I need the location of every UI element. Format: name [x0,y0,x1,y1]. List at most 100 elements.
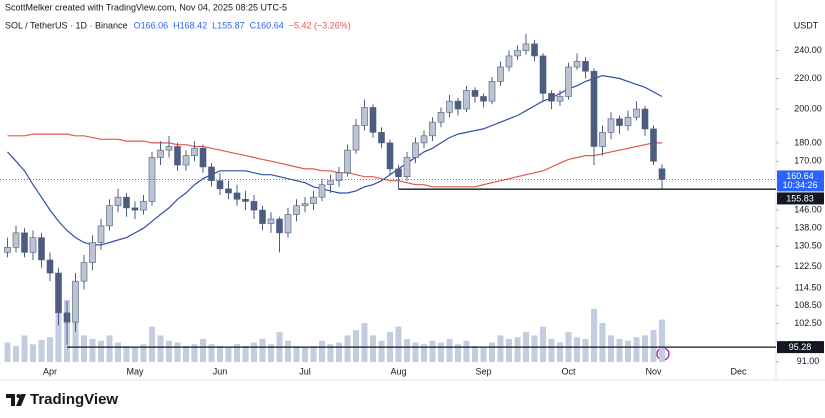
candle-body [148,157,156,202]
volume-bar [242,346,249,362]
volume-bar [548,338,555,362]
brand: TradingView [30,391,118,408]
candle [641,105,649,136]
candle-body [565,66,572,97]
candle [131,201,139,220]
candle-body [157,149,164,158]
candle-body [548,93,555,102]
volume-bar [361,323,368,362]
volume-bar [293,346,300,362]
level-box [777,192,824,205]
candle [488,77,496,105]
candle [199,144,207,173]
candle [140,195,147,215]
candle [361,99,368,131]
volume-bar [412,342,419,362]
volume-bar [259,338,266,362]
candle [480,93,487,108]
candle-body [4,247,11,253]
volume-bar [234,344,240,362]
candle-body [463,90,470,110]
candle-body [63,312,71,323]
volume-bar [455,344,461,362]
candle [97,219,105,250]
candle-body [225,188,232,194]
y-tick-label: 130.50 [794,240,822,250]
candle [46,252,54,282]
candle [242,190,249,211]
candle [225,180,232,200]
candle-body [250,201,258,211]
candle [114,188,122,213]
candle-body [242,198,249,202]
candle-body [497,66,504,82]
candle-body [80,262,88,282]
candle [123,192,130,217]
volume-bar [72,319,79,362]
candle [310,190,317,211]
candle [658,164,666,190]
x-tick-label: Oct [561,366,576,376]
candle-body [38,237,45,261]
volume-bar [106,335,113,362]
candle [106,199,113,231]
candle-body [199,147,207,168]
volume-bar [123,346,130,362]
volume-bar [251,342,257,362]
volume-bar [659,319,665,362]
chart-title: ScottMelker created with TradingView.com… [5,2,287,12]
candle-body [446,100,453,113]
ohlc-label: O166.06 [134,20,169,30]
last-price-box [777,170,824,192]
currency: USDT [794,20,819,30]
candle [505,50,513,72]
volume-bar [497,335,504,362]
candle [250,195,258,220]
candle-body [522,43,530,51]
candle-body [573,61,581,68]
y-tick-label: 146.00 [794,204,822,214]
candle-body [182,155,190,166]
volume-bar [302,347,308,362]
volume-bar [115,342,121,362]
candle-body [97,225,105,243]
candle-body [293,205,300,215]
candle [284,207,292,238]
y-tick-label: 180.00 [794,137,822,147]
volume-bar [591,308,597,362]
candle-body [616,118,623,126]
candle [395,165,402,190]
x-tick-label: Nov [645,366,662,376]
volume-bar [174,342,181,362]
volume-bar [608,335,614,362]
candle [335,166,343,187]
candle-body [505,55,513,68]
candle [573,53,581,70]
volume-bar [616,338,623,362]
candle [412,137,419,164]
candle [471,87,479,103]
candle [650,125,657,166]
moving-average-line [7,133,662,188]
candle [497,61,504,86]
volume-bar [463,340,470,362]
candle [4,237,11,258]
candle-body [208,166,215,181]
candle-body [191,147,198,156]
candle-body [233,192,241,200]
volume-bar [438,342,444,362]
candle [259,205,266,231]
y-tick-label: 114.50 [795,282,822,292]
candle-body [361,107,368,126]
candle [378,127,385,149]
candle [216,172,224,196]
y-tick-label: 170.00 [794,156,822,166]
x-tick-label: Jun [213,366,228,376]
x-tick-label: Jul [299,366,311,376]
candle-body [114,196,122,207]
candle [352,118,360,154]
candle-body [633,108,640,118]
candle [318,178,326,202]
